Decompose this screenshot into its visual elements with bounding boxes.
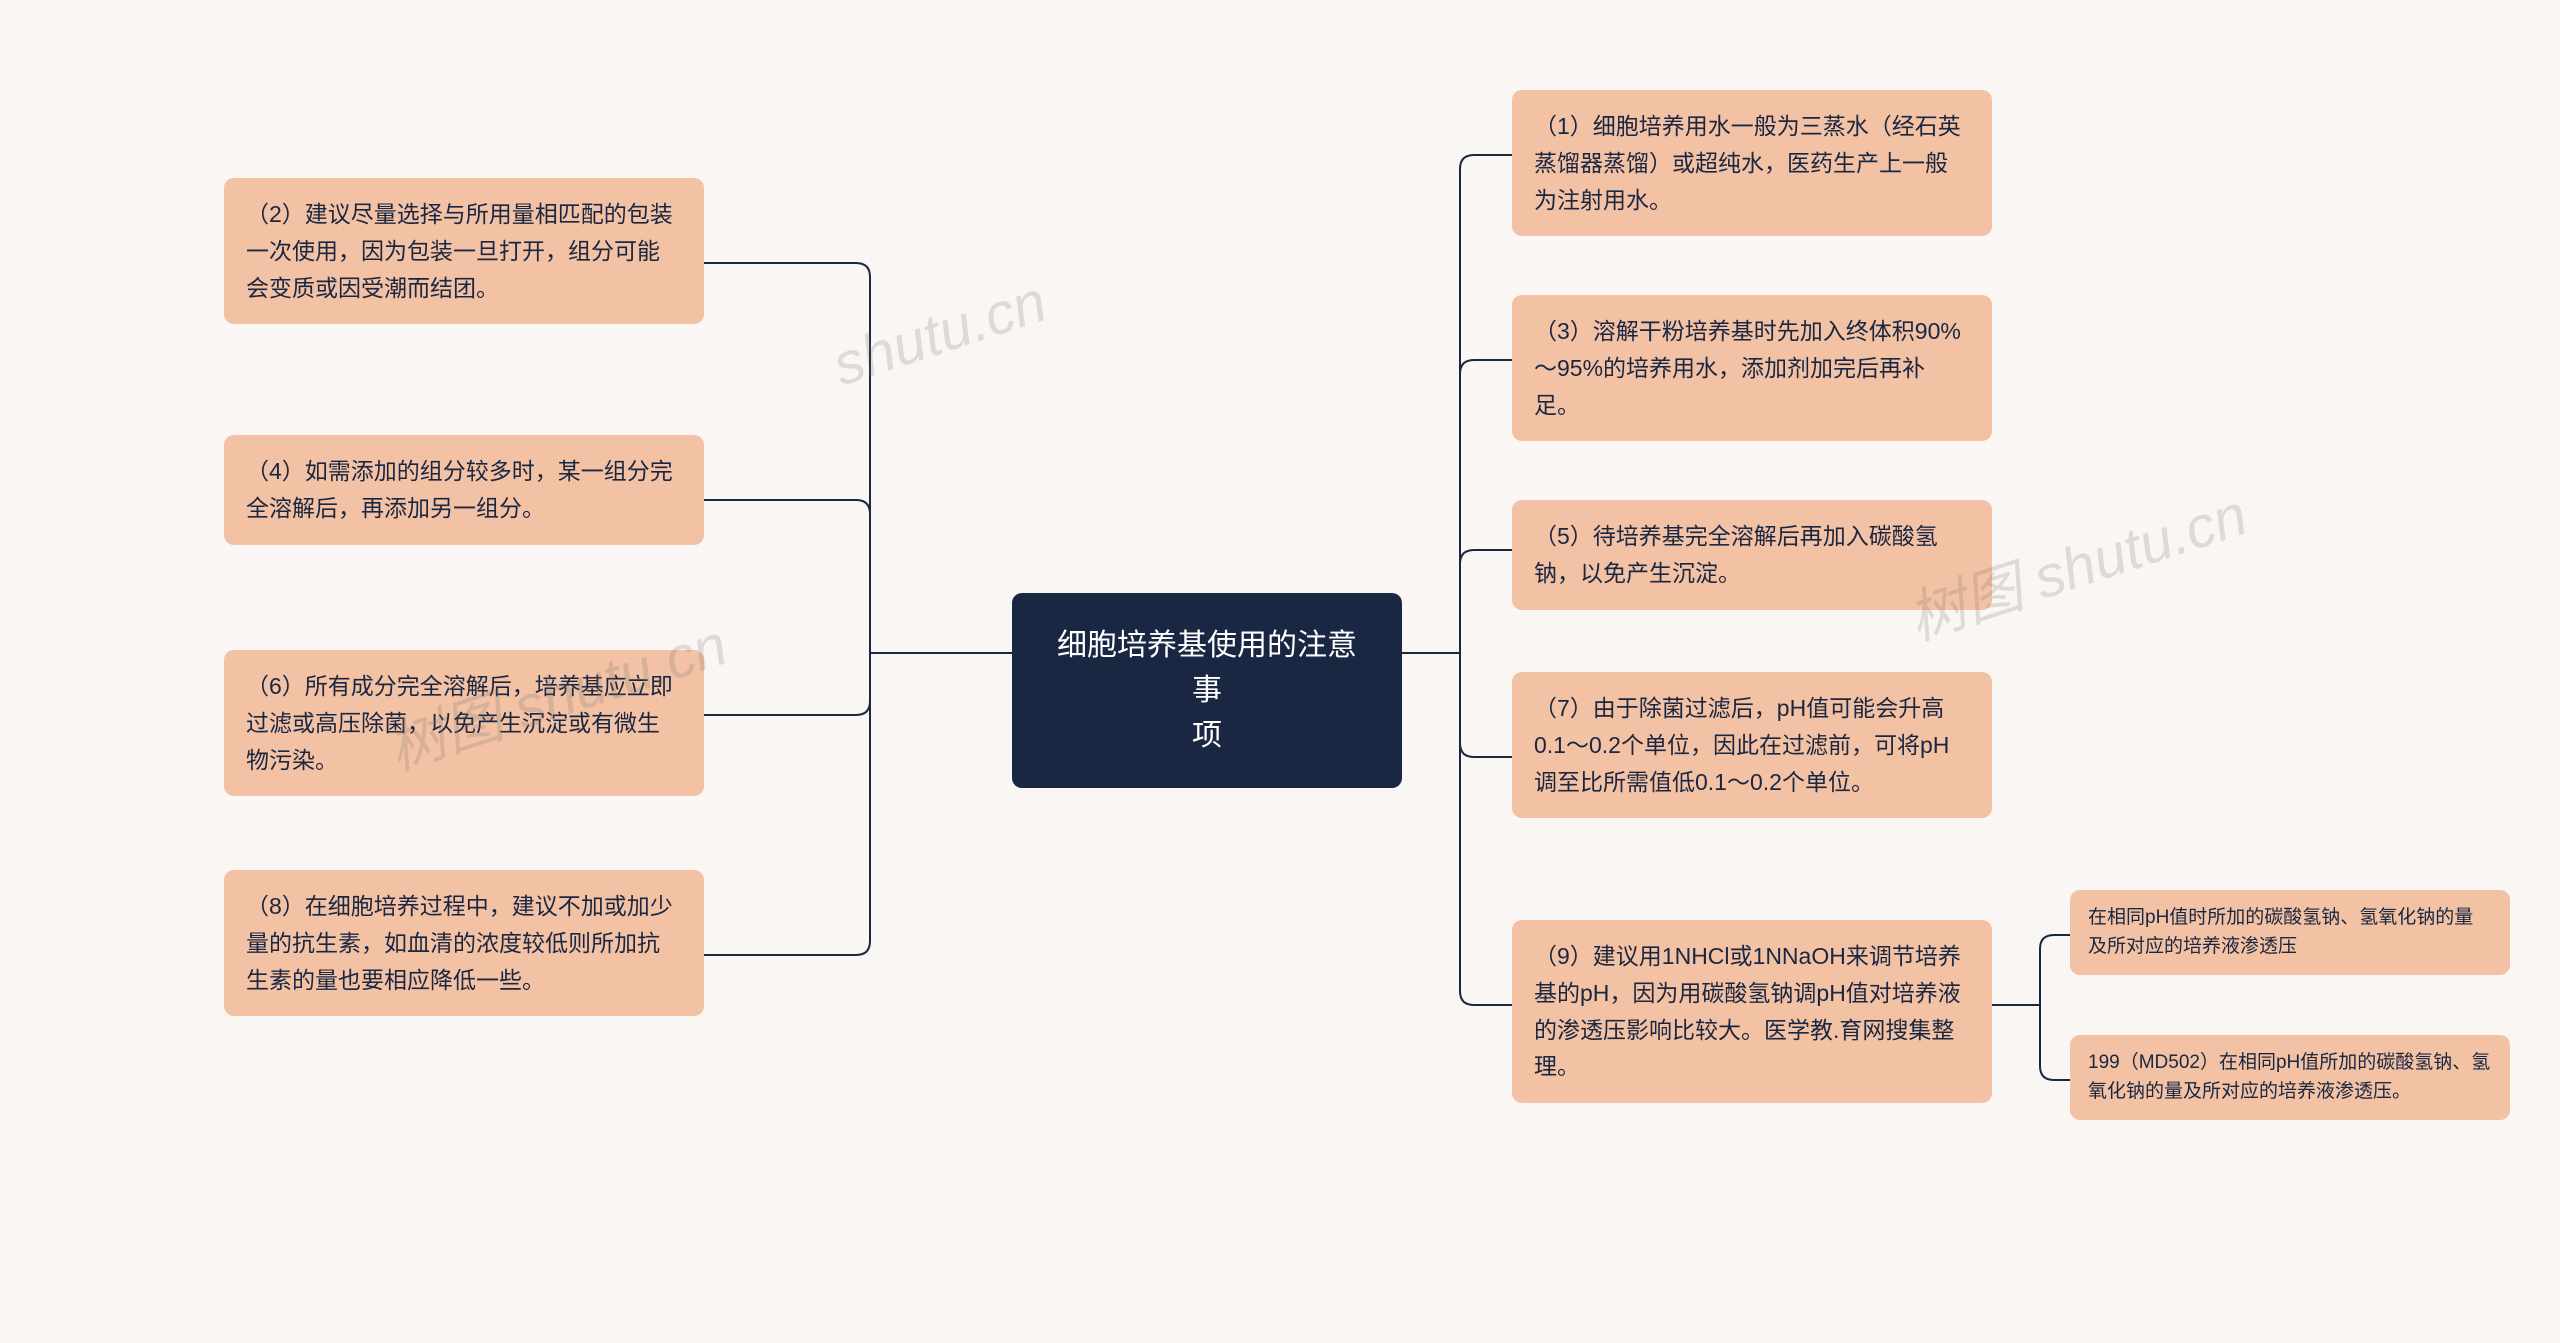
watermark: shutu.cn bbox=[825, 268, 1054, 399]
note-8: （8）在细胞培养过程中，建议不加或加少量的抗生素，如血清的浓度较低则所加抗生素的… bbox=[224, 870, 704, 1016]
subnote-2-text: 199（MD502）在相同pH值所加的碳酸氢钠、氢氧化钠的量及所对应的培养液渗透… bbox=[2088, 1052, 2490, 1102]
note-3: （3）溶解干粉培养基时先加入终体积90%～95%的培养用水，添加剂加完后再补足。 bbox=[1512, 295, 1992, 441]
note-3-text: （3）溶解干粉培养基时先加入终体积90%～95%的培养用水，添加剂加完后再补足。 bbox=[1534, 318, 1961, 418]
note-4: （4）如需添加的组分较多时，某一组分完全溶解后，再添加另一组分。 bbox=[224, 435, 704, 545]
subnote-1: 在相同pH值时所加的碳酸氢钠、氢氧化钠的量及所对应的培养液渗透压 bbox=[2070, 890, 2510, 975]
center-line1: 细胞培养基使用的注意事 bbox=[1048, 623, 1366, 713]
note-2: （2）建议尽量选择与所用量相匹配的包装一次使用，因为包装一旦打开，组分可能会变质… bbox=[224, 178, 704, 324]
note-2-text: （2）建议尽量选择与所用量相匹配的包装一次使用，因为包装一旦打开，组分可能会变质… bbox=[246, 201, 673, 301]
note-7-text: （7）由于除菌过滤后，pH值可能会升高0.1～0.2个单位，因此在过滤前，可将p… bbox=[1534, 695, 1949, 795]
note-9-text: （9）建议用1NHCl或1NNaOH来调节培养基的pH，因为用碳酸氢钠调pH值对… bbox=[1534, 943, 1961, 1079]
note-1: （1）细胞培养用水一般为三蒸水（经石英蒸馏器蒸馏）或超纯水，医药生产上一般为注射… bbox=[1512, 90, 1992, 236]
note-6: （6）所有成分完全溶解后，培养基应立即过滤或高压除菌，以免产生沉淀或有微生物污染… bbox=[224, 650, 704, 796]
note-1-text: （1）细胞培养用水一般为三蒸水（经石英蒸馏器蒸馏）或超纯水，医药生产上一般为注射… bbox=[1534, 113, 1961, 213]
note-4-text: （4）如需添加的组分较多时，某一组分完全溶解后，再添加另一组分。 bbox=[246, 458, 673, 521]
note-9: （9）建议用1NHCl或1NNaOH来调节培养基的pH，因为用碳酸氢钠调pH值对… bbox=[1512, 920, 1992, 1103]
subnote-1-text: 在相同pH值时所加的碳酸氢钠、氢氧化钠的量及所对应的培养液渗透压 bbox=[2088, 907, 2473, 957]
note-6-text: （6）所有成分完全溶解后，培养基应立即过滤或高压除菌，以免产生沉淀或有微生物污染… bbox=[246, 673, 673, 773]
center-line2: 项 bbox=[1048, 713, 1366, 758]
subnote-2: 199（MD502）在相同pH值所加的碳酸氢钠、氢氧化钠的量及所对应的培养液渗透… bbox=[2070, 1035, 2510, 1120]
note-8-text: （8）在细胞培养过程中，建议不加或加少量的抗生素，如血清的浓度较低则所加抗生素的… bbox=[246, 893, 673, 993]
note-5-text: （5）待培养基完全溶解后再加入碳酸氢钠，以免产生沉淀。 bbox=[1534, 523, 1938, 586]
note-5: （5）待培养基完全溶解后再加入碳酸氢钠，以免产生沉淀。 bbox=[1512, 500, 1992, 610]
center-topic: 细胞培养基使用的注意事 项 bbox=[1012, 593, 1402, 788]
note-7: （7）由于除菌过滤后，pH值可能会升高0.1～0.2个单位，因此在过滤前，可将p… bbox=[1512, 672, 1992, 818]
